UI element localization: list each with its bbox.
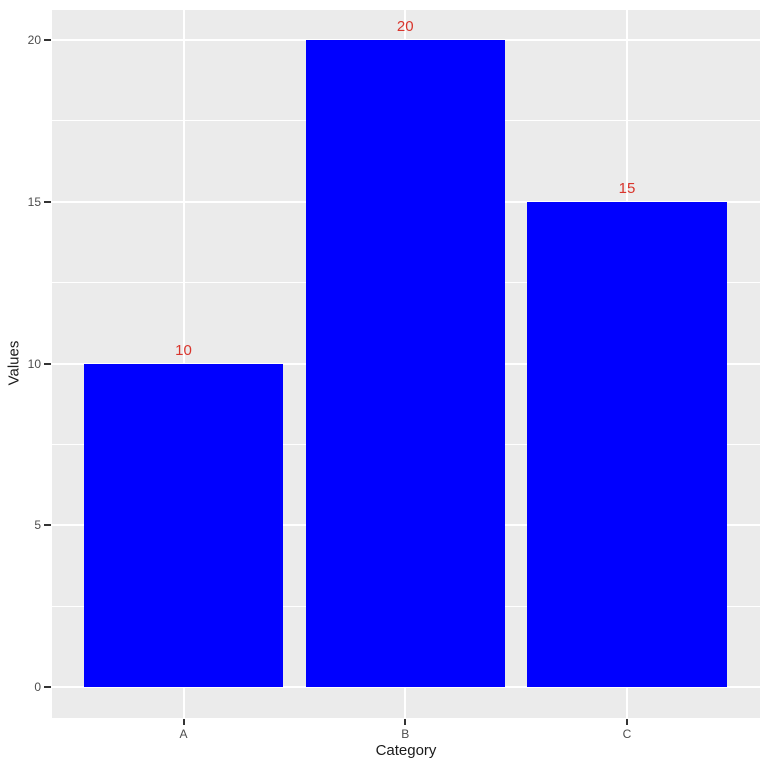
bar-value-label: 20 — [396, 18, 414, 35]
x-tick-mark — [404, 719, 407, 725]
y-tick-label: 10 — [27, 356, 41, 371]
bar-value-label: 10 — [175, 341, 192, 359]
y-tick-mark — [44, 524, 51, 527]
plot-panel: 10 20 15 — [52, 10, 760, 718]
x-tick-label: B — [401, 727, 410, 741]
bar-C — [527, 201, 727, 687]
x-tick-label: C — [622, 727, 632, 741]
y-tick-label: 5 — [34, 518, 41, 533]
x-tick-mark — [182, 719, 185, 725]
bar-value-label: 15 — [618, 179, 636, 197]
y-tick-mark — [44, 686, 51, 688]
y-tick-label: 20 — [27, 33, 41, 47]
bar-B — [305, 40, 505, 687]
bar-A — [83, 363, 284, 687]
y-tick-mark — [44, 200, 51, 203]
y-tick-label: 15 — [27, 194, 41, 209]
y-tick-mark — [44, 362, 51, 365]
x-tick-mark — [626, 719, 628, 725]
x-axis-title: Category — [375, 742, 437, 759]
y-tick-label: 0 — [34, 680, 41, 694]
x-tick-label: A — [179, 727, 188, 741]
y-tick-mark — [44, 39, 51, 41]
